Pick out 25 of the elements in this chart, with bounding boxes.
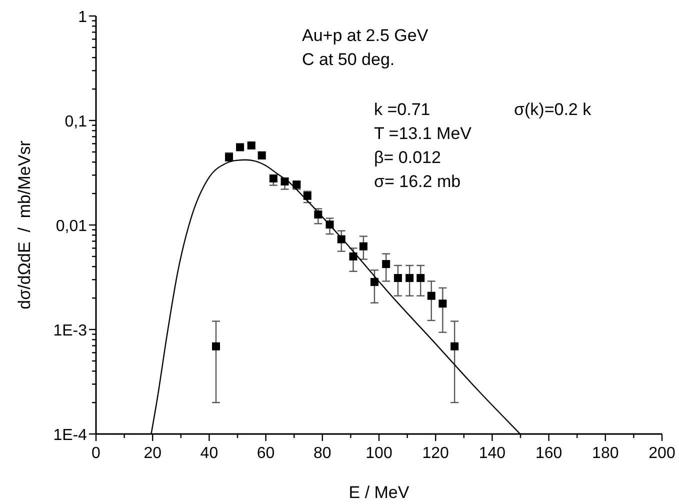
x-tick-label: 40 [200, 445, 218, 462]
annotation: C at 50 deg. [302, 50, 395, 69]
y-tick-label: 1 [78, 9, 88, 26]
annotation: σ= 16.2 mb [374, 172, 461, 191]
x-tick-label: 100 [366, 445, 392, 462]
x-tick-label: 180 [592, 445, 619, 462]
x-tick-label: 20 [144, 445, 162, 462]
annotation: β= 0.012 [374, 148, 441, 167]
y-tick-label: 1E-3 [53, 322, 88, 340]
x-tick-label: 120 [422, 445, 450, 462]
annotation: Au+p at 2.5 GeV [302, 26, 429, 45]
y-tick-label: 0,1 [64, 114, 88, 130]
annotation: T =13.1 MeV [374, 124, 472, 143]
x-tick-label: 200 [648, 445, 676, 462]
y-tick-label: 1E-4 [53, 427, 88, 444]
y-tick-label: 0,01 [56, 218, 88, 235]
x-tick-label: 0 [92, 445, 101, 462]
x-tick-label: 80 [314, 445, 332, 462]
x-axis-title: E / MeV [348, 483, 410, 502]
annotation: σ(k)=0.2 k [514, 100, 592, 119]
y-axis-title: dσ/dΩdE / mb/MeVsr [15, 140, 34, 310]
x-tick-label: 140 [478, 445, 506, 462]
x-tick-label: 60 [256, 445, 275, 462]
annotation: k =0.71 [374, 100, 430, 119]
x-tick-label: 160 [535, 445, 562, 462]
